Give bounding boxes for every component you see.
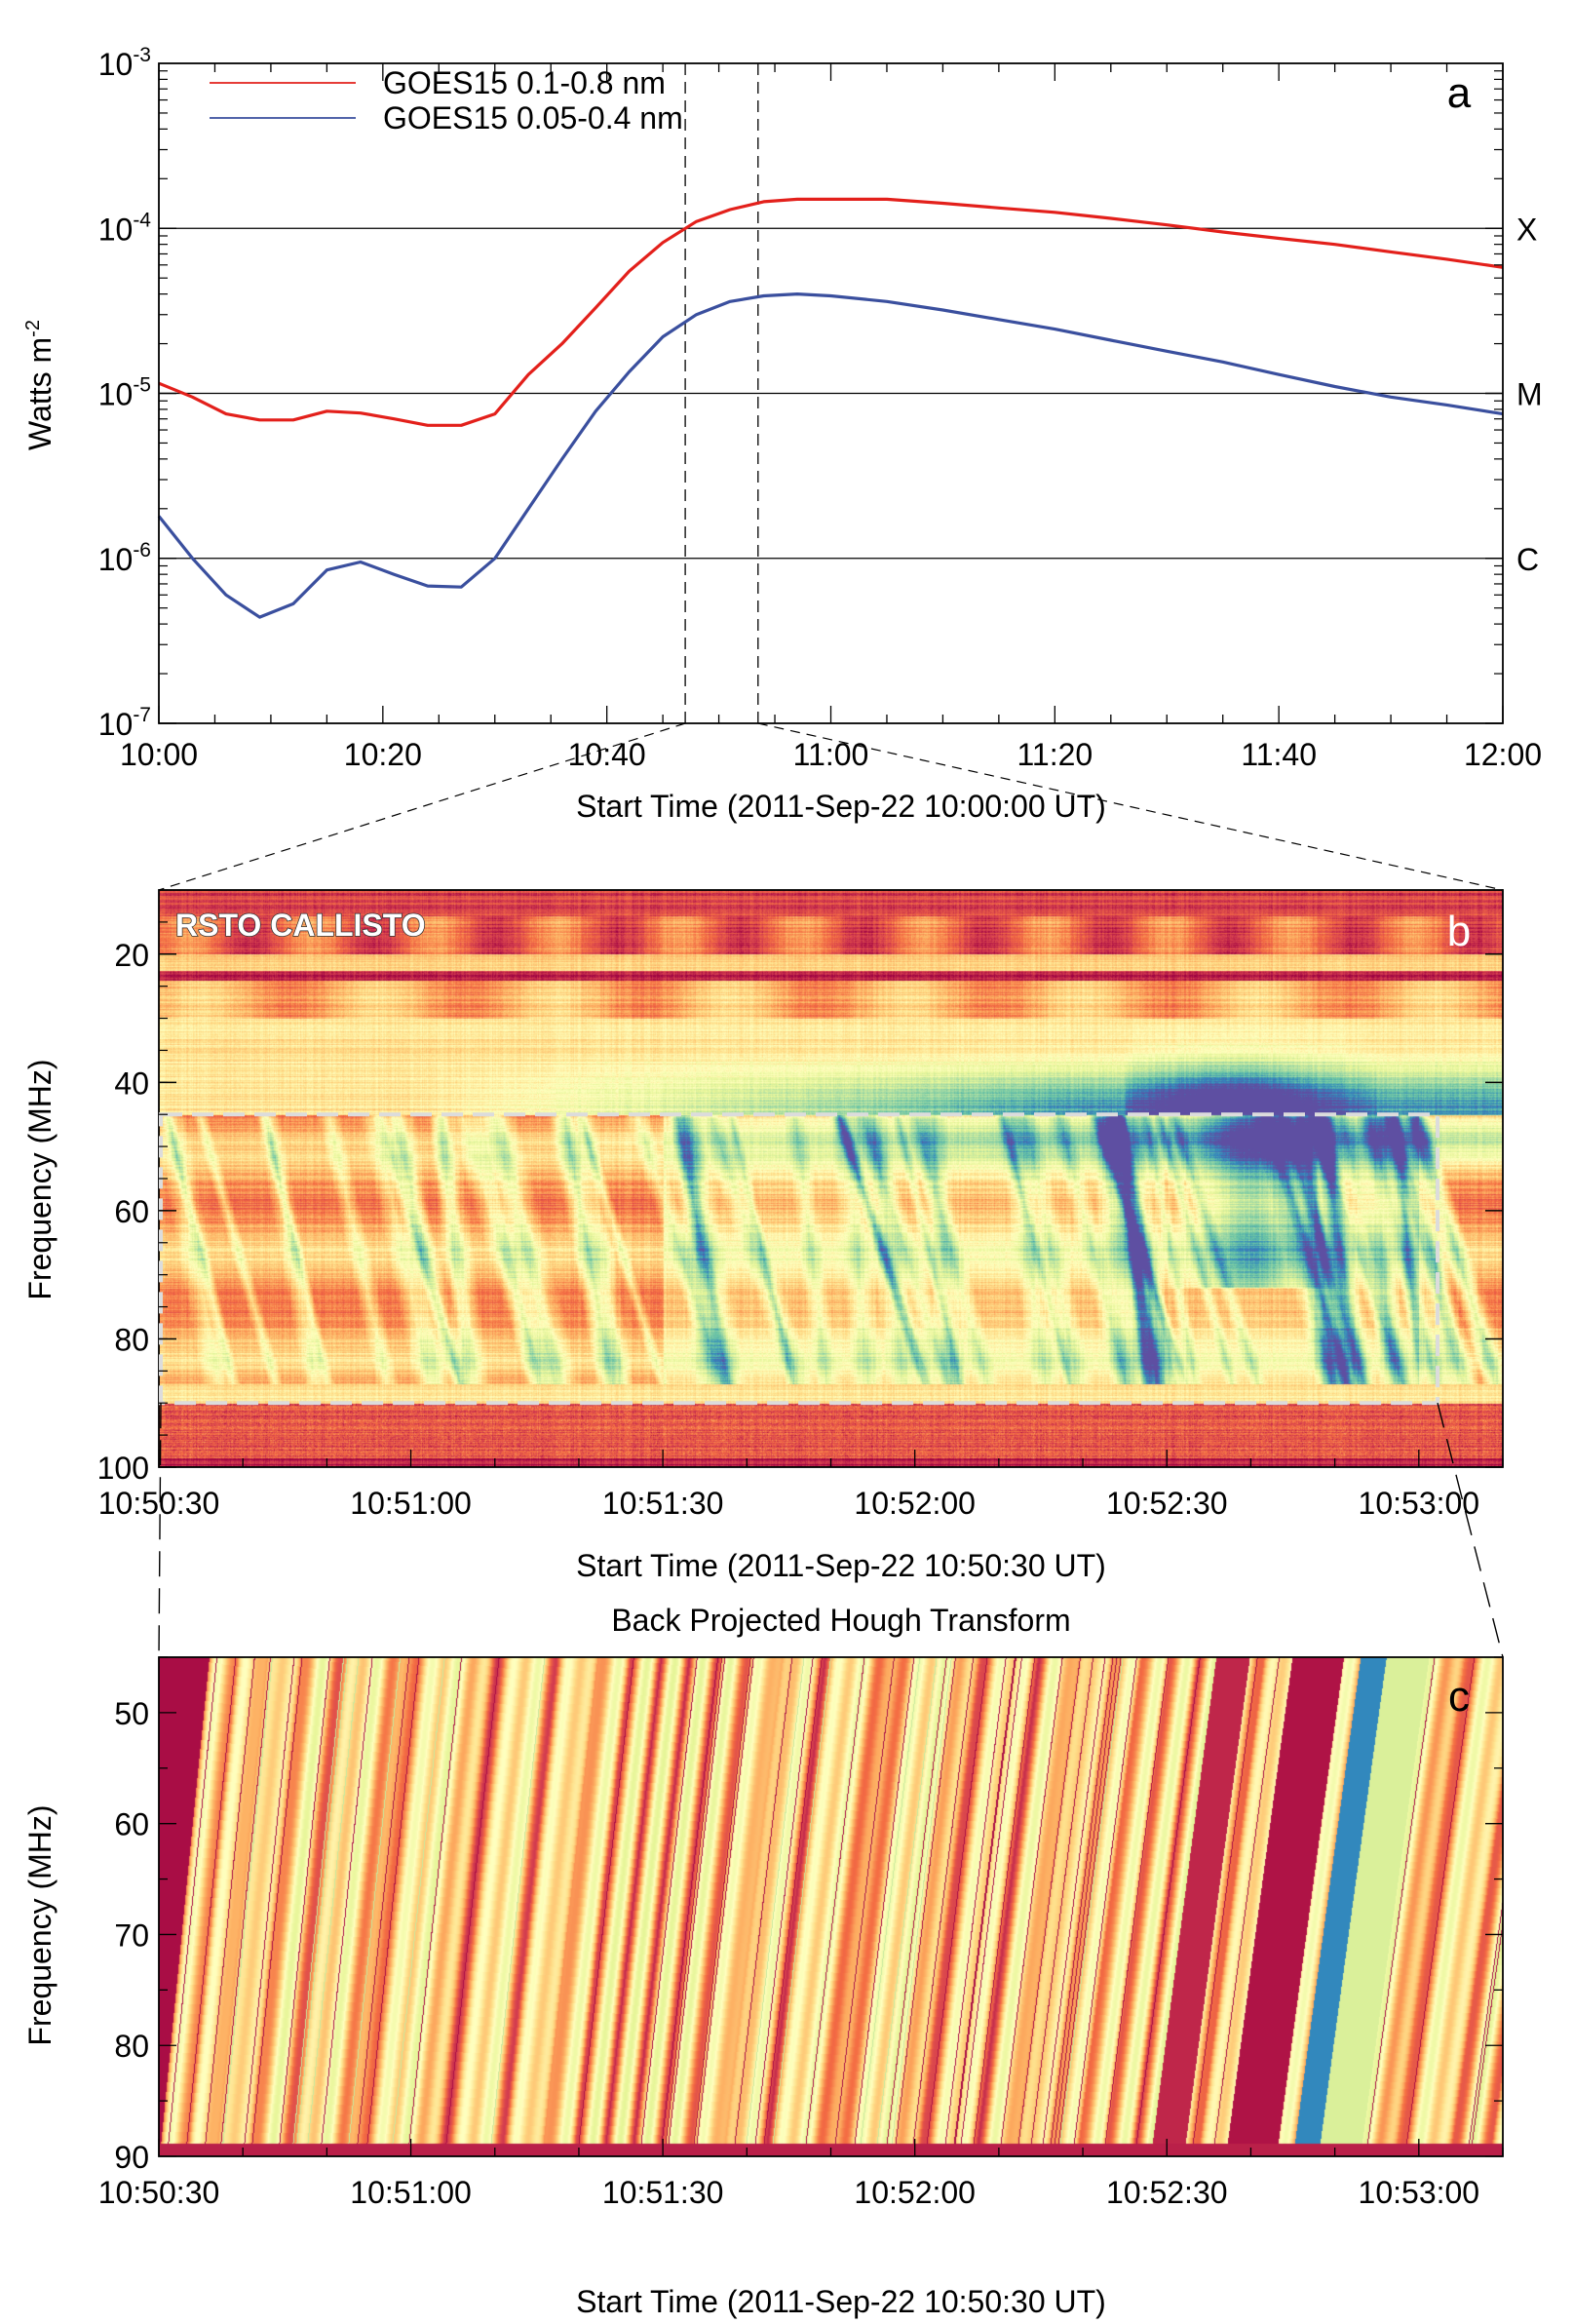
panel-b-xlabel: Start Time (2011-Sep-22 10:50:30 UT) [576, 1548, 1106, 1583]
y-tick-label: 60 [114, 1194, 149, 1229]
plot-marks [157, 62, 1504, 2157]
panel-c-frame [158, 1656, 1504, 2157]
zoom-connector [757, 722, 1504, 891]
y-tick-label: 10-5 [98, 374, 151, 412]
legend-label: GOES15 0.1-0.8 nm [383, 65, 666, 100]
panel-c-x-tick-labels: 10:50:30 10:51:00 10:51:30 10:52:00 10:52:30… [98, 2175, 1479, 2210]
y-tick-label: 60 [114, 1807, 149, 1842]
y-tick-label: 40 [114, 1065, 149, 1101]
y-tick-label: 10-7 [98, 704, 151, 742]
legend-label: GOES15 0.05-0.4 nm [383, 100, 683, 136]
x-tick-label: 10:40 [568, 737, 646, 772]
x-tick-label: 11:00 [793, 737, 869, 772]
x-tick-label: 10:52:00 [854, 1486, 976, 1521]
y-tick-label: 10-6 [98, 539, 151, 577]
panel-c-letter: c [1448, 1673, 1470, 1721]
y-tick-label: 10-4 [98, 209, 152, 247]
x-tick-label: 11:20 [1017, 737, 1093, 772]
x-tick-label: 10:51:00 [350, 1486, 472, 1521]
x-tick-label: 11:40 [1241, 737, 1317, 772]
panel-b-x-tick-labels: 10:50:30 10:51:00 10:51:30 10:52:00 10:52:30… [98, 1486, 1479, 1521]
x-tick-label: 10:53:00 [1359, 1486, 1480, 1521]
y-tick-label: 10-3 [98, 44, 151, 82]
series-line-long [158, 197, 1504, 427]
y-tick-label: 70 [114, 1917, 149, 1953]
x-tick-label: 10:52:00 [854, 2175, 976, 2210]
flare-class-label-x: X [1516, 212, 1537, 247]
x-tick-label: 10:50:30 [98, 1486, 220, 1521]
flare-class-label-m: M [1516, 377, 1543, 412]
panel-a-flare-class-labels: X M C [1516, 212, 1543, 577]
panel-a-x-tick-labels: 10:00 10:20 10:40 11:00 11:20 11:40 12:00 [120, 737, 1542, 772]
panel-b-frame [158, 889, 1504, 1468]
y-tick-label: 50 [114, 1696, 149, 1731]
spectrogram-b-image [159, 890, 1503, 1467]
panel-a-ylabel: Watts m-2 [22, 320, 58, 450]
x-tick-label: 10:51:30 [602, 1486, 724, 1521]
panel-a-y-tick-labels: 10-3 10-4 10-5 10-6 10-7 [98, 44, 152, 742]
panel-c-xlabel: Start Time (2011-Sep-22 10:50:30 UT) [576, 2284, 1106, 2319]
panel-a-letter: a [1447, 69, 1472, 117]
x-tick-label: 10:53:00 [1359, 2175, 1480, 2210]
zoom-connector [158, 1403, 162, 1658]
x-tick-label: 10:00 [120, 737, 198, 772]
panel-b-selection-box [159, 1112, 1440, 1406]
panel-c-ylabel: Frequency (MHz) [22, 1804, 58, 2045]
x-tick-label: 10:52:30 [1106, 1486, 1228, 1521]
y-tick-label: 20 [114, 938, 149, 973]
zoom-connector [158, 722, 686, 891]
x-tick-label: 10:52:30 [1106, 2175, 1228, 2210]
y-tick-label: 80 [114, 2029, 149, 2064]
y-tick-label: 100 [97, 1451, 149, 1486]
panel-c-y-tick-labels: 50 60 70 80 90 [114, 1696, 149, 2175]
x-tick-label: 10:51:30 [602, 2175, 724, 2210]
hough-transform-c-image [159, 1657, 1503, 2156]
panel-b-y-tick-labels: 20 40 60 80 100 [97, 938, 149, 1486]
x-tick-label: 10:50:30 [98, 2175, 220, 2210]
x-tick-label: 10:51:00 [350, 2175, 472, 2210]
zoom-connector [1437, 1403, 1504, 1658]
x-tick-label: 12:00 [1464, 737, 1542, 772]
panel-c-title: Back Projected Hough Transform [611, 1603, 1070, 1638]
y-tick-label: 90 [114, 2140, 149, 2175]
panel-b-letter: b [1447, 908, 1471, 955]
y-tick-label: 80 [114, 1322, 149, 1357]
panel-b-instrument-label: RSTO CALLISTO [175, 908, 426, 943]
panel-b-ylabel: Frequency (MHz) [22, 1059, 58, 1299]
series-line-short [157, 292, 1504, 619]
panel-a-xlabel: Start Time (2011-Sep-22 10:00:00 UT) [576, 789, 1106, 824]
x-tick-label: 10:20 [344, 737, 422, 772]
flare-class-label-c: C [1516, 542, 1539, 577]
